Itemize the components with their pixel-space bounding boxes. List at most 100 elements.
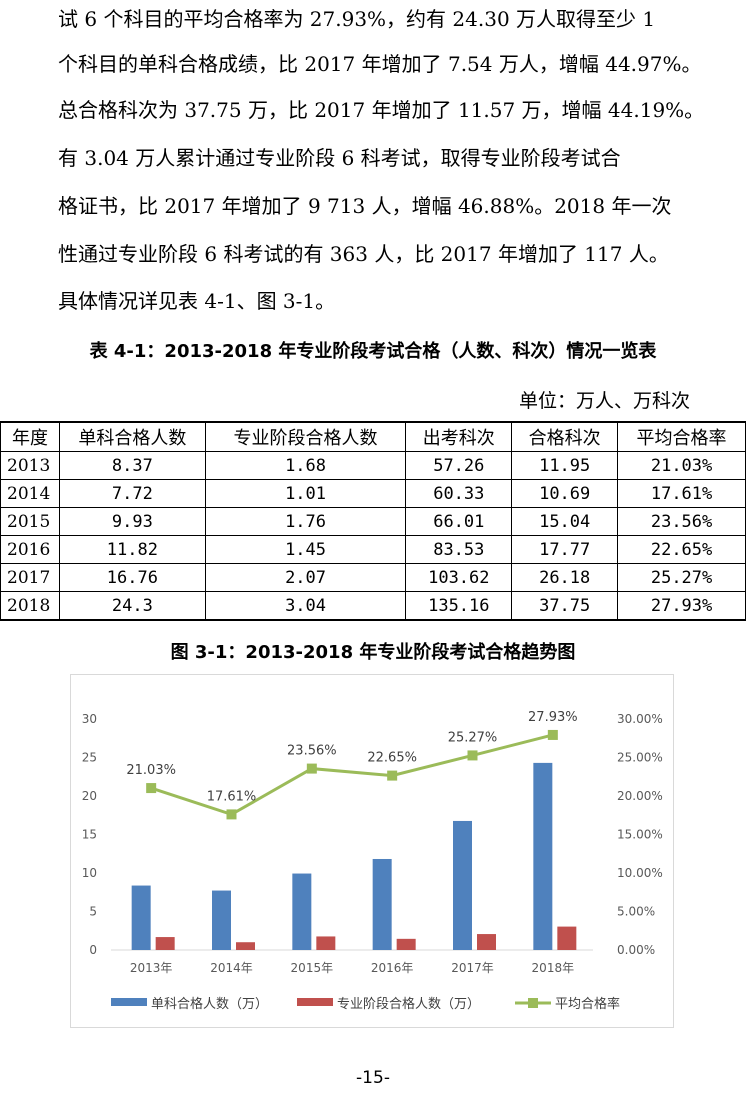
table-title: 表 4-1：2013-2018 年专业阶段考试合格（人数、科次）情况一览表 — [89, 341, 657, 362]
table-cell: 17.77 — [511, 535, 619, 564]
cell-year: 2014 — [0, 479, 60, 508]
table-cell: 27.93% — [617, 591, 746, 621]
table-cell: 60.33 — [405, 479, 513, 508]
x-tick-label: 2016年 — [371, 961, 414, 975]
y-tick-label: 5 — [89, 905, 97, 919]
figure-title: 图 3-1：2013-2018 年专业阶段考试合格趋势图 — [170, 642, 576, 663]
x-tick-label: 2015年 — [291, 961, 334, 975]
y-tick-label: 0 — [89, 943, 97, 957]
avg-rate-label: 17.61% — [207, 789, 257, 804]
legend-label: 平均合格率 — [555, 996, 620, 1012]
y2-tick-label: 20.00% — [617, 789, 663, 803]
bar-single-pass — [212, 890, 231, 950]
bar-single-pass — [533, 762, 553, 950]
x-tick-label: 2014年 — [210, 961, 253, 975]
y-tick-label: 15 — [82, 828, 97, 842]
table-row: 2014 7.72 1.01 60.33 10.69 17.61% — [0, 479, 746, 508]
cell-year: 2018 — [0, 591, 60, 621]
paragraph-line: 总合格科次为 37.75 万，比 2017 年增加了 11.57 万，增幅 44… — [58, 98, 705, 122]
y-tick-label: 10 — [82, 866, 97, 880]
bar-single-pass — [372, 858, 392, 950]
header-year: 年度 — [0, 421, 60, 452]
header-attempts: 出考科次 — [405, 421, 513, 452]
y-tick-label: 20 — [82, 789, 97, 803]
table-cell: 1.68 — [204, 451, 407, 480]
table-cell: 11.95 — [511, 451, 619, 480]
avg-rate-point — [306, 763, 317, 774]
table-cell: 135.16 — [405, 591, 513, 621]
avg-rate-label: 25.27% — [448, 730, 498, 745]
y-tick-label: 25 — [82, 751, 97, 765]
table-cell: 3.04 — [204, 591, 407, 621]
avg-rate-label: 27.93% — [528, 710, 578, 725]
bar-stage-pass — [316, 936, 336, 950]
trend-chart: 0 5 10 15 20 25 30 0.00% 5.00% 10.00% 15.00% 20.00%… — [70, 674, 674, 1028]
avg-rate-line — [150, 733, 554, 817]
y2-tick-label: 30.00% — [617, 712, 663, 726]
page-number: -15- — [356, 1068, 390, 1088]
table-cell: 23.56% — [617, 507, 746, 536]
table-row: 2015 9.93 1.76 66.01 15.04 23.56% — [0, 507, 746, 536]
table-cell: 24.3 — [58, 591, 206, 621]
table-cell: 11.82 — [58, 535, 206, 564]
legend-swatch — [297, 998, 333, 1006]
avg-rate-point — [547, 729, 558, 740]
bar-stage-pass — [557, 926, 577, 950]
table-cell: 25.27% — [617, 563, 746, 592]
y-tick-label: 30 — [82, 712, 97, 726]
paragraph-line: 试 6 个科目的平均合格率为 27.93%，约有 24.30 万人取得至少 1 — [58, 7, 656, 31]
bar-single-pass — [453, 820, 472, 950]
y2-tick-label: 15.00% — [617, 828, 663, 842]
cell-year: 2015 — [0, 507, 60, 536]
avg-rate-label: 23.56% — [287, 744, 337, 759]
paragraph-line: 格证书，比 2017 年增加了 9 713 人，增幅 46.88%。2018 年… — [58, 194, 672, 218]
header-avg-rate: 平均合格率 — [617, 421, 746, 452]
cell-year: 2016 — [0, 535, 60, 564]
y2-tick-label: 25.00% — [617, 751, 663, 765]
x-tick-label: 2013年 — [130, 961, 173, 975]
table-cell: 1.01 — [204, 479, 407, 508]
y2-tick-label: 0.00% — [617, 943, 655, 957]
table-cell: 103.62 — [405, 563, 513, 592]
cell-year: 2017 — [0, 563, 60, 592]
table-cell: 7.72 — [58, 479, 206, 508]
table-cell: 17.61% — [617, 479, 746, 508]
table-cell: 21.03% — [617, 451, 746, 480]
bar-stage-pass — [477, 934, 496, 950]
y2-tick-label: 10.00% — [617, 866, 663, 880]
paragraph-line: 性通过专业阶段 6 科考试的有 363 人，比 2017 年增加了 117 人。 — [58, 242, 669, 266]
chart-svg: 0 5 10 15 20 25 30 0.00% 5.00% 10.00% 15.00% 20.00%… — [82, 710, 663, 1012]
avg-rate-point — [226, 809, 237, 820]
table-cell: 10.69 — [511, 479, 619, 508]
table-row: 2017 16.76 2.07 103.62 26.18 25.27% — [0, 563, 746, 592]
avg-rate-label: 21.03% — [126, 763, 176, 778]
table-cell: 57.26 — [405, 451, 513, 480]
legend-marker — [528, 998, 538, 1008]
legend-swatch — [111, 998, 147, 1006]
table-row: 2013 8.37 1.68 57.26 11.95 21.03% — [0, 451, 746, 480]
table-cell: 22.65% — [617, 535, 746, 564]
avg-rate-point — [387, 770, 398, 781]
legend-label: 专业阶段合格人数（万） — [337, 996, 480, 1012]
table-cell: 8.37 — [58, 451, 206, 480]
paragraph-line: 具体情况详见表 4-1、图 3-1。 — [58, 289, 336, 313]
legend-label: 单科合格人数（万） — [151, 996, 268, 1012]
x-tick-label: 2017年 — [451, 961, 494, 975]
header-stage-pass: 专业阶段合格人数 — [204, 421, 407, 452]
x-tick-label: 2018年 — [532, 961, 575, 975]
table-row: 2016 11.82 1.45 83.53 17.77 22.65% — [0, 535, 746, 564]
table-cell: 66.01 — [405, 507, 513, 536]
table-cell: 1.45 — [204, 535, 407, 564]
table-row: 2018 24.3 3.04 135.16 37.75 27.93% — [0, 591, 746, 621]
table-cell: 9.93 — [58, 507, 206, 536]
table-cell: 83.53 — [405, 535, 513, 564]
paragraph-line: 有 3.04 万人累计通过专业阶段 6 科考试，取得专业阶段考试合 — [58, 146, 621, 170]
y2-tick-label: 5.00% — [617, 905, 655, 919]
table-cell: 16.76 — [58, 563, 206, 592]
bar-stage-pass — [396, 938, 416, 950]
table-cell: 37.75 — [511, 591, 619, 621]
bar-stage-pass — [236, 942, 255, 950]
avg-rate-label: 22.65% — [367, 751, 417, 766]
results-table: 年度 单科合格人数 专业阶段合格人数 出考科次 合格科次 平均合格率 2013 8… — [0, 421, 746, 621]
bar-single-pass — [131, 885, 151, 950]
